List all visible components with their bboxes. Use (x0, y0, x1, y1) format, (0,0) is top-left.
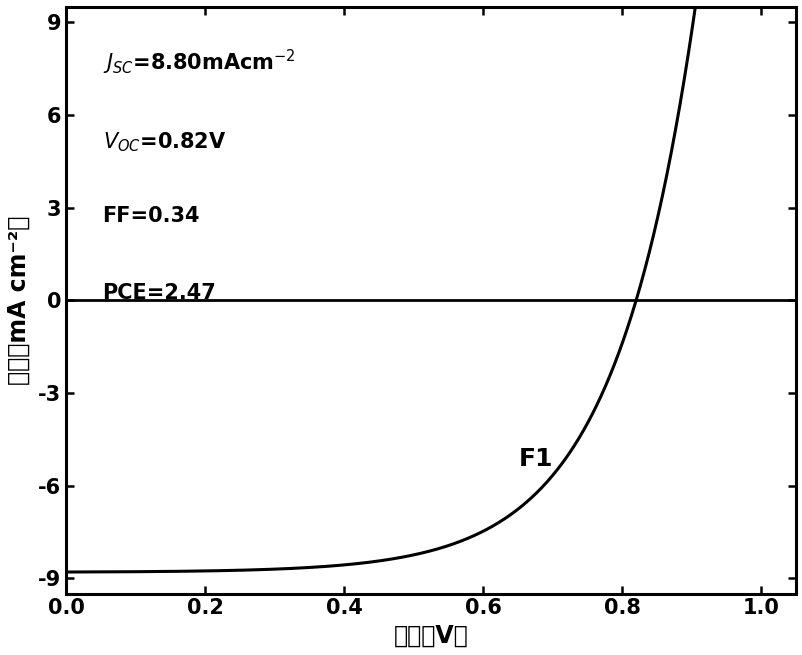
Y-axis label: 电流（mA cm⁻²）: 电流（mA cm⁻²） (7, 215, 31, 385)
X-axis label: 电压（V）: 电压（V） (393, 624, 468, 648)
Text: F1: F1 (518, 447, 553, 471)
Text: $V_{OC}$=0.82V: $V_{OC}$=0.82V (103, 130, 225, 154)
Text: PCE=2.47: PCE=2.47 (103, 283, 216, 303)
Text: $J_{SC}$=8.80mAcm$^{-2}$: $J_{SC}$=8.80mAcm$^{-2}$ (103, 48, 295, 77)
Text: FF=0.34: FF=0.34 (103, 206, 200, 227)
